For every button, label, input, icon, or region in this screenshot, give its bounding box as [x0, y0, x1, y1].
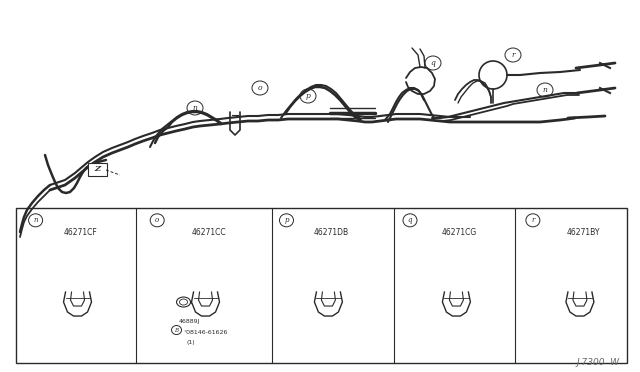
Text: o: o — [258, 84, 262, 92]
Text: 46271CC: 46271CC — [191, 228, 226, 237]
Text: (1): (1) — [186, 340, 195, 345]
Text: 46271DB: 46271DB — [314, 228, 349, 237]
Text: o: o — [155, 217, 159, 224]
Text: n: n — [543, 86, 547, 94]
Text: r: r — [531, 217, 534, 224]
Text: 46889J: 46889J — [179, 319, 200, 324]
Text: B: B — [175, 327, 179, 333]
Text: °08146-61626: °08146-61626 — [184, 330, 228, 335]
Text: p: p — [284, 217, 289, 224]
Text: r: r — [511, 51, 515, 59]
Text: J 7300  W: J 7300 W — [577, 358, 620, 367]
Text: q: q — [431, 59, 435, 67]
FancyBboxPatch shape — [88, 163, 106, 176]
Text: 46271BY: 46271BY — [566, 228, 600, 237]
Text: 46271CG: 46271CG — [442, 228, 477, 237]
Text: n: n — [33, 217, 38, 224]
Text: Z: Z — [94, 165, 100, 173]
Text: p: p — [305, 92, 310, 100]
Text: n: n — [193, 104, 197, 112]
Text: q: q — [408, 217, 412, 224]
Bar — [16, 208, 627, 363]
Text: 46271CF: 46271CF — [63, 228, 97, 237]
